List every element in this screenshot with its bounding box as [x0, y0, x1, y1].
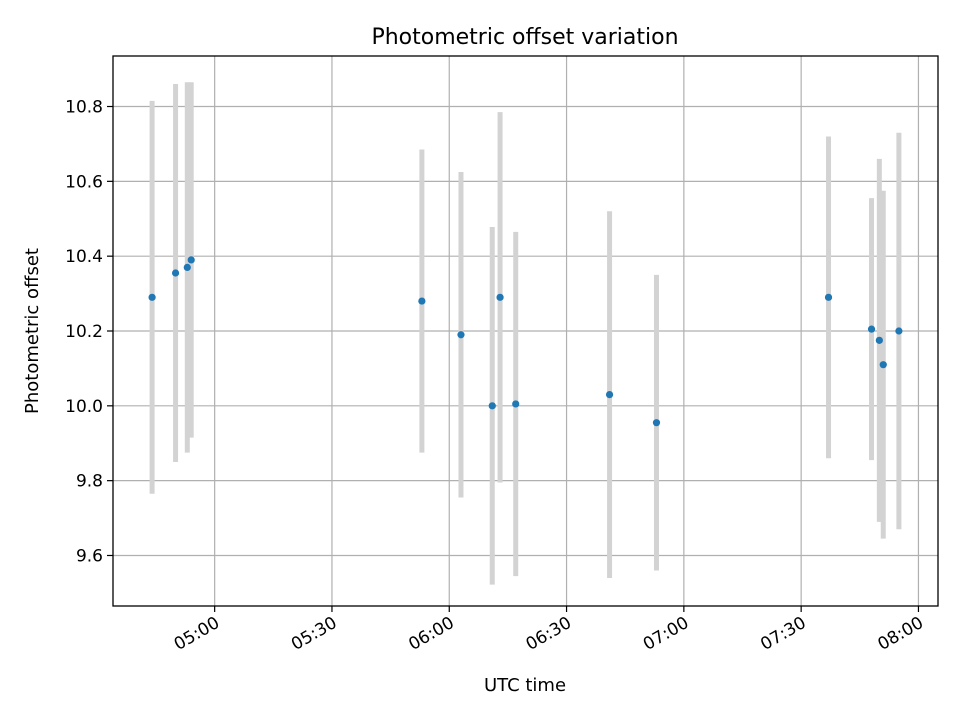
- data-point: [824, 293, 833, 301]
- y-tick-label: 10.0: [65, 397, 103, 417]
- data-point: [879, 361, 887, 369]
- data-point: [875, 336, 883, 344]
- data-point: [895, 327, 903, 335]
- data-point: [148, 293, 156, 301]
- y-tick-label: 10.8: [65, 98, 103, 118]
- y-tick-label: 9.6: [76, 546, 103, 566]
- y-tick-label: 9.8: [76, 472, 103, 492]
- data-point: [171, 269, 180, 277]
- data-point: [418, 297, 426, 305]
- y-tick-label: 10.6: [65, 172, 103, 192]
- data-point: [183, 263, 191, 271]
- data-point: [488, 402, 496, 410]
- y-tick-label: 10.4: [65, 247, 103, 267]
- data-point: [187, 256, 195, 264]
- data-point: [605, 391, 614, 399]
- data-point: [512, 400, 520, 408]
- grid: [113, 56, 938, 606]
- data-point: [496, 293, 504, 301]
- chart-title: Photometric offset variation: [371, 25, 678, 50]
- data-point: [652, 419, 661, 427]
- data-point: [457, 331, 465, 339]
- y-axis-label: Photometric offset: [22, 248, 43, 414]
- x-axis-label: UTC time: [484, 675, 566, 696]
- y-tick-label: 10.2: [65, 322, 103, 342]
- data-points: [148, 256, 903, 427]
- data-point: [867, 325, 876, 333]
